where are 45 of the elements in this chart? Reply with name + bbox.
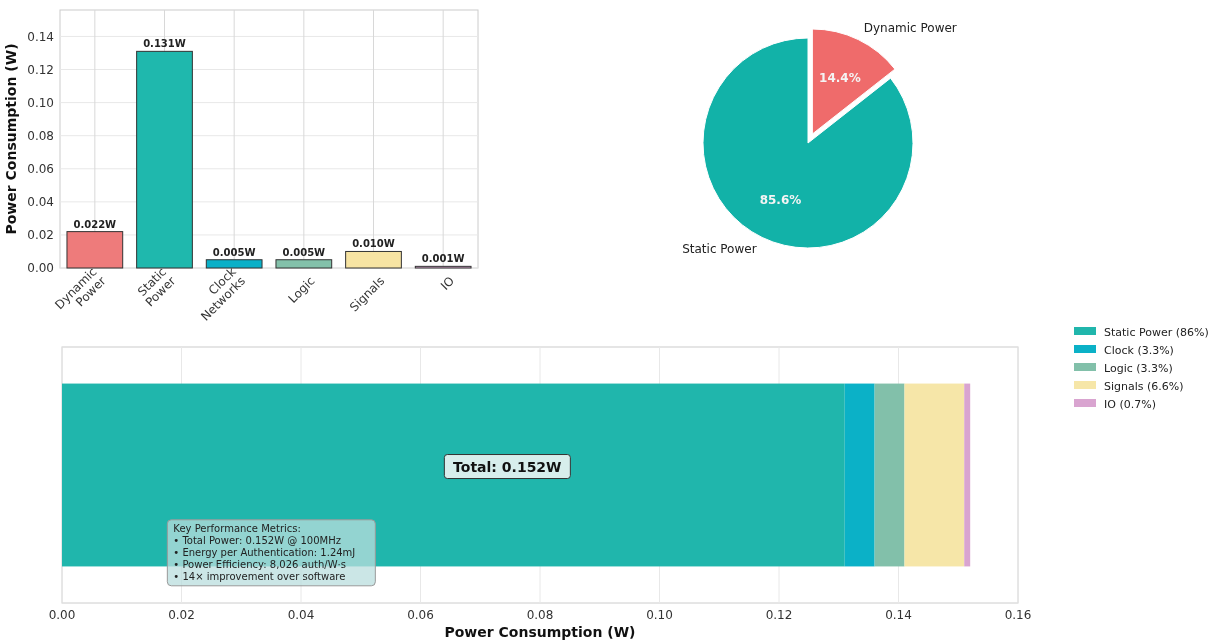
bar — [844, 383, 875, 567]
bar — [205, 259, 263, 269]
y-tick-label: 0.02 — [27, 228, 54, 243]
data-label: 0.001W — [421, 253, 465, 265]
legend-label: Clock (3.3%) — [1104, 343, 1174, 357]
y-tick-label: 0.12 — [27, 62, 54, 77]
data-label: 0.131W — [143, 38, 186, 50]
x-tick-label: 0.02 — [168, 608, 195, 622]
y-tick-label: 0.08 — [27, 128, 54, 143]
x-tick-label: IO — [437, 273, 457, 293]
bar — [345, 250, 402, 269]
legend-label: IO (0.7%) — [1104, 397, 1156, 411]
annotation: Total: 0.152W — [453, 458, 562, 475]
y-tick-label: 0.10 — [27, 95, 54, 110]
x-tick-label: 0.12 — [765, 608, 793, 622]
data-label: 0.022W — [73, 218, 117, 230]
bar — [964, 383, 971, 567]
x-axis-title: Power Consumption (W) — [444, 624, 636, 640]
x-tick-label: 0.04 — [287, 608, 315, 622]
y-tick-label: 0.06 — [27, 161, 54, 176]
data-label: 14.4% — [819, 70, 861, 85]
slice-label: Dynamic Power — [863, 21, 957, 36]
x-tick-label: 0.16 — [1004, 608, 1032, 622]
y-axis-title: Power Consumption (W) — [3, 43, 19, 235]
y-tick-label: 0.14 — [27, 29, 54, 44]
x-tick-label: 0.14 — [885, 608, 912, 622]
data-label: 0.005W — [212, 246, 256, 258]
data-label: 0.005W — [282, 246, 326, 258]
legend-label: Signals (6.6%) — [1104, 379, 1184, 393]
x-tick-label: 0.06 — [407, 608, 434, 622]
legend-label: Static Power (86%) — [1104, 325, 1209, 339]
bar — [874, 383, 905, 567]
bar — [66, 231, 124, 269]
bar — [136, 50, 193, 269]
bar — [904, 383, 965, 567]
slice-label: Static Power — [682, 241, 757, 256]
legend-label: Logic (3.3%) — [1104, 361, 1173, 375]
annotation: Key Performance Metrics: • Total Power: 0.152W @ 100MHz • Energy per Authentication: 1.24mJ • Power Efficiency: 8,026 auth/W·s • 14× improvement over software — [173, 522, 356, 582]
y-tick-label: 0.04 — [27, 195, 54, 210]
x-tick-label: 0.10 — [646, 608, 673, 622]
data-label: 0.010W — [352, 238, 395, 250]
data-label: 85.6% — [759, 192, 802, 207]
x-tick-label: 0.00 — [48, 608, 76, 622]
bar — [275, 259, 333, 269]
x-tick-label: 0.08 — [526, 608, 554, 622]
